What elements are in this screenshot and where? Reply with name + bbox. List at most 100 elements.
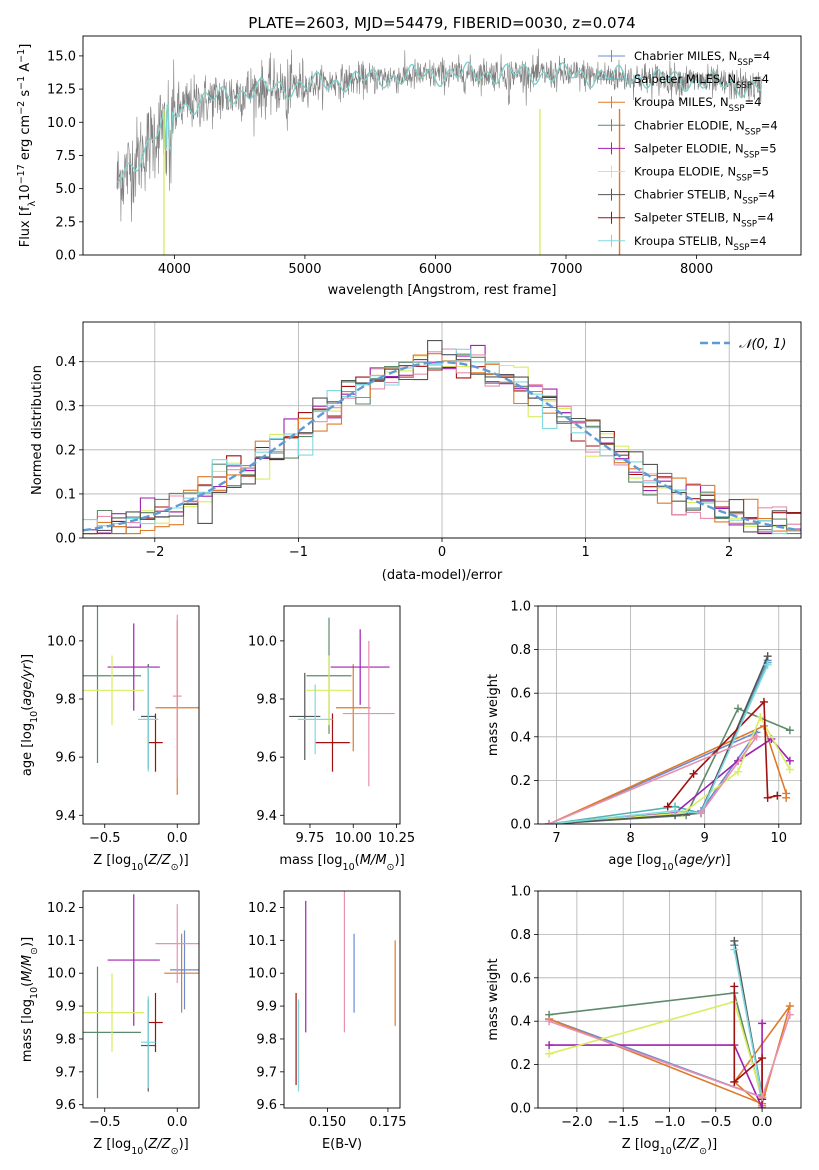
plot-area xyxy=(289,617,395,787)
plot-area xyxy=(83,894,199,1099)
axes-frame xyxy=(537,605,802,825)
label-part: A xyxy=(18,63,33,76)
y-tick-label: 9.8 xyxy=(55,693,76,708)
legend-label: Kroupa STELIB, NSSP=4 xyxy=(634,234,766,253)
legend: 𝒩(0, 1) xyxy=(700,337,786,352)
y-tick-label: 0.6 xyxy=(510,971,531,986)
normal-curve xyxy=(83,360,801,532)
weight-point-marker xyxy=(678,809,687,818)
weight-series-line xyxy=(549,992,763,1100)
label-part: −1 xyxy=(16,49,27,63)
x-tick-label: 0.175 xyxy=(369,1115,406,1130)
plot-area xyxy=(295,891,396,1092)
x-axis-label: Z [log10(Z/Z⊙)] xyxy=(622,1137,717,1157)
y-tick-label: 9.6 xyxy=(256,1098,277,1113)
label-part: )] xyxy=(179,853,189,868)
x-tick-label: −0.5 xyxy=(700,1115,732,1130)
weight-point-marker xyxy=(759,697,768,706)
legend-tail: =4 xyxy=(744,95,761,109)
weight-point-marker xyxy=(763,652,772,661)
label-part: ⊙ xyxy=(29,947,40,955)
legend-tail: =5 xyxy=(752,165,769,179)
legend-subscript: SSP xyxy=(741,220,757,230)
y-tick-label: 0.6 xyxy=(510,687,531,702)
weight-point-marker xyxy=(785,756,794,765)
legend-tail: =4 xyxy=(752,72,769,86)
weight-series-line xyxy=(549,1023,763,1108)
weight-point-marker xyxy=(545,1049,554,1058)
x-tick-label: −2.0 xyxy=(561,1115,593,1130)
y-tick-label: 0.1 xyxy=(55,487,76,502)
weight-point-marker xyxy=(758,1019,767,1028)
weight-point-marker xyxy=(785,1002,794,1011)
y-tick-label: 9.8 xyxy=(55,1032,76,1047)
x-tick-label: 7 xyxy=(552,831,560,846)
label-part: Flux [f xyxy=(18,206,33,247)
x-tick-label: 8 xyxy=(626,831,634,846)
x-tick-label: 6000 xyxy=(419,262,452,277)
y-tick-label: 9.9 xyxy=(256,1000,277,1015)
legend-subscript: SSP xyxy=(736,174,752,184)
x-tick-label: 9 xyxy=(701,831,709,846)
label-part: M/M xyxy=(20,955,35,982)
x-tick-label: 0.0 xyxy=(752,1115,773,1130)
weight-series-line xyxy=(549,664,769,824)
x-tick-label: 10.25 xyxy=(378,831,415,846)
legend-tail: =4 xyxy=(753,49,770,63)
y-tick-label: 10.1 xyxy=(47,934,76,949)
label-part: ⊙ xyxy=(171,1146,179,1157)
y-tick-label: 0.2 xyxy=(55,443,76,458)
axes-frame xyxy=(283,605,401,825)
label-part: ( xyxy=(672,1137,677,1152)
label-part: 10 xyxy=(660,1146,672,1157)
y-tick-label: 5.0 xyxy=(55,182,76,197)
label-part: ( xyxy=(143,853,148,868)
y-tick-label: 9.8 xyxy=(256,1032,277,1047)
legend-label: Salpeter STELIB, NSSP=4 xyxy=(634,211,774,230)
plot-area xyxy=(83,340,801,535)
weight-point-marker xyxy=(758,1104,767,1108)
y-tick-label: 9.6 xyxy=(55,751,76,766)
legend-label: Salpeter ELODIE, NSSP=5 xyxy=(634,141,777,160)
y-tick-label: 0.3 xyxy=(55,399,76,414)
x-tick-label: 0.150 xyxy=(309,1115,346,1130)
weight-point-marker xyxy=(689,769,698,778)
label-part: ⊙ xyxy=(387,862,395,873)
legend-text: Salpeter MILES, N xyxy=(634,72,736,86)
weight-point-marker xyxy=(730,1077,739,1086)
label-part: )] xyxy=(179,1137,189,1152)
legend-subscript: SSP xyxy=(736,81,752,91)
label-part: Z/Z xyxy=(676,1137,700,1152)
weight-point-marker xyxy=(785,765,794,774)
y-axis-label: mass [log10(M/M⊙)] xyxy=(20,937,40,1062)
label-part: )] xyxy=(707,1137,717,1152)
weight-point-marker xyxy=(756,713,765,722)
x-tick-label: −1.0 xyxy=(654,1115,686,1130)
legend-tail: =4 xyxy=(758,188,775,202)
y-tick-label: 0.0 xyxy=(55,532,76,547)
y-tick-label: 9.7 xyxy=(55,1065,76,1080)
y-axis-label: mass weight xyxy=(486,674,501,756)
x-tick-label: 0.0 xyxy=(167,831,188,846)
x-tick-label: 7000 xyxy=(549,262,582,277)
axes-spectrum: 4000 5000 6000 7000 8000 0.0 2.5 5.0 7.5 10.0 12.5… xyxy=(47,35,802,277)
label-part: )] xyxy=(20,654,35,664)
y-tick-label: 9.8 xyxy=(256,693,277,708)
x-tick-label: −1.5 xyxy=(607,1115,639,1130)
legend-text: Kroupa ELODIE, N xyxy=(634,165,736,179)
plot-area xyxy=(116,48,762,255)
weight-point-marker xyxy=(663,802,672,811)
y-tick-label: 9.4 xyxy=(256,809,277,824)
x-tick-label: 9.75 xyxy=(295,831,324,846)
legend-tail: =4 xyxy=(757,211,774,225)
label-part: erg cm xyxy=(18,115,33,164)
axes-frame xyxy=(82,321,802,539)
label-part: 10 xyxy=(18,184,33,201)
x-tick-label: −0.5 xyxy=(89,1115,121,1130)
legend-text: Chabrier STELIB, N xyxy=(634,188,742,202)
legend-subscript: SSP xyxy=(729,104,745,114)
weight-point-marker xyxy=(763,660,772,669)
x-tick-label: −2 xyxy=(145,545,164,560)
label-part: )] xyxy=(720,853,730,868)
